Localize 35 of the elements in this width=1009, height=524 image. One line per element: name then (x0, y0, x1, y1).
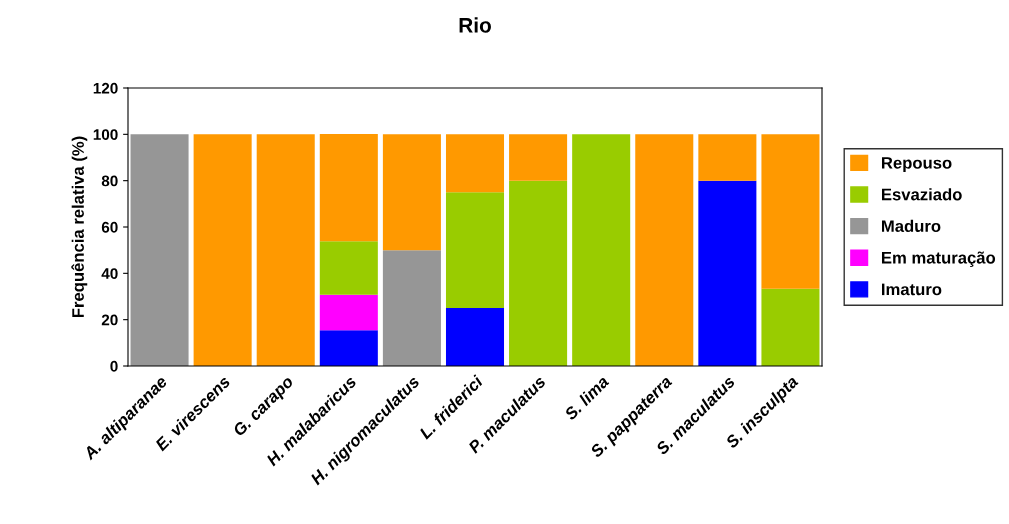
bar (193, 134, 252, 366)
legend-label: Em maturação (881, 251, 996, 267)
y-tick-label: 40 (101, 268, 118, 280)
bar (635, 134, 694, 366)
y-tick-label: 20 (101, 314, 118, 326)
y-tick-label: 100 (93, 129, 118, 141)
y-tick-label: 80 (101, 175, 118, 187)
bar (509, 134, 568, 181)
bar (319, 134, 378, 242)
legend-label: Esvaziado (881, 188, 962, 201)
bar (319, 294, 378, 331)
y-axis-title: Frequência relativa (%) (71, 136, 88, 318)
legend-label: Repouso (881, 157, 952, 173)
bar (445, 134, 505, 193)
bar (572, 134, 631, 366)
bar (382, 250, 441, 366)
bar (698, 180, 757, 366)
bar (761, 288, 820, 366)
y-tick-label: 120 (93, 82, 118, 94)
legend-label: Maduro (881, 219, 941, 233)
chart-title: Rio (459, 17, 491, 33)
bar (445, 192, 505, 309)
bar (445, 308, 505, 366)
legend-label: Imaturo (881, 283, 942, 296)
y-tick-label: 0 (110, 360, 118, 372)
bar (698, 134, 757, 181)
bar (382, 134, 441, 251)
bar (319, 241, 378, 295)
bar (761, 134, 820, 289)
bar (130, 134, 189, 366)
bar (256, 134, 315, 366)
bar (509, 180, 568, 366)
x-tick-label: S. lima (563, 374, 610, 421)
y-tick-label: 60 (101, 221, 118, 233)
bar (319, 330, 378, 366)
